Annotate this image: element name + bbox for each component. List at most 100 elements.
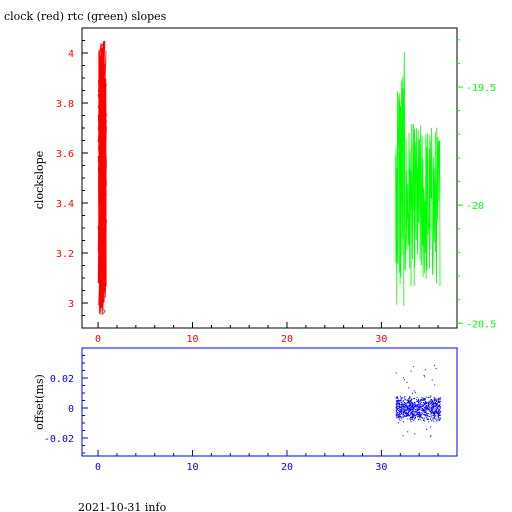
offset-point bbox=[432, 404, 434, 406]
offset-point bbox=[410, 418, 412, 420]
offset-point bbox=[419, 412, 421, 414]
offset-point bbox=[401, 402, 402, 404]
offset-point bbox=[417, 419, 419, 421]
offset-point bbox=[434, 406, 436, 408]
offset-point bbox=[420, 409, 422, 411]
offset-point bbox=[415, 417, 416, 419]
offset-point bbox=[398, 411, 400, 413]
offset-point bbox=[397, 413, 399, 415]
offset-point bbox=[409, 400, 411, 402]
offset-point bbox=[423, 417, 425, 419]
offset-point bbox=[437, 402, 439, 404]
offset-point bbox=[412, 409, 414, 410]
offset-point bbox=[439, 407, 441, 409]
offset-point bbox=[418, 404, 420, 406]
offset-point bbox=[401, 409, 403, 411]
offset-point bbox=[395, 413, 397, 415]
offset-point bbox=[418, 408, 419, 410]
offset-point bbox=[410, 399, 412, 401]
offset-point bbox=[411, 414, 413, 416]
offset-point bbox=[426, 415, 428, 417]
offset-point bbox=[435, 368, 437, 370]
offset-point bbox=[398, 410, 399, 411]
offset-panel: 0 10 20 30 0.02 0 -0.02 offset(ms) bbox=[33, 347, 458, 473]
offset-point bbox=[425, 396, 427, 398]
offset-point bbox=[408, 399, 410, 401]
offset-point bbox=[436, 404, 437, 406]
offset-point bbox=[431, 400, 433, 402]
offset-point bbox=[408, 397, 410, 399]
offset-point bbox=[425, 415, 427, 417]
offset-point bbox=[434, 384, 436, 386]
offset-axis-ticks bbox=[82, 355, 439, 456]
offset-point bbox=[439, 401, 441, 403]
offset-point bbox=[418, 402, 420, 404]
offset-point bbox=[433, 411, 435, 413]
offset-point bbox=[402, 411, 404, 413]
offset-point bbox=[406, 409, 408, 411]
offset-point bbox=[436, 403, 438, 405]
offset-point bbox=[408, 387, 410, 389]
offset-point bbox=[416, 414, 418, 416]
offset-point bbox=[396, 396, 398, 398]
offset-point bbox=[423, 419, 424, 421]
offset-point bbox=[404, 409, 406, 411]
offset-point bbox=[411, 406, 413, 408]
offset-point bbox=[434, 417, 435, 419]
offset-point bbox=[418, 414, 420, 416]
offset-point bbox=[428, 397, 430, 399]
offset-point bbox=[404, 399, 406, 401]
offset-point bbox=[402, 435, 404, 437]
offset-point bbox=[420, 414, 422, 416]
offset-point bbox=[408, 402, 410, 404]
offset-point bbox=[419, 416, 421, 418]
offset-point bbox=[435, 412, 437, 414]
offset-point bbox=[415, 406, 416, 408]
offset-point bbox=[418, 406, 420, 408]
offset-point bbox=[396, 414, 398, 416]
offset-point bbox=[398, 415, 399, 417]
offset-point bbox=[421, 413, 423, 415]
offset-point bbox=[413, 406, 415, 408]
offset-point bbox=[412, 414, 414, 416]
slope-axis-ticks bbox=[82, 27, 463, 329]
offset-point bbox=[408, 398, 410, 400]
offset-point bbox=[434, 409, 436, 411]
offset-point bbox=[417, 413, 419, 415]
offset-point bbox=[423, 402, 425, 403]
offset-point bbox=[433, 413, 435, 415]
offset-point bbox=[396, 404, 398, 406]
offset-point bbox=[401, 407, 403, 409]
offset-point bbox=[404, 407, 406, 409]
offset-point bbox=[410, 414, 411, 416]
offset-point bbox=[433, 397, 435, 398]
offset-point bbox=[435, 409, 437, 411]
offset-point bbox=[413, 415, 414, 417]
offset-point bbox=[423, 400, 425, 401]
offset-point bbox=[412, 392, 413, 394]
offset-point bbox=[396, 417, 398, 419]
offset-point bbox=[433, 364, 435, 366]
offset-point bbox=[400, 416, 402, 417]
offset-point bbox=[429, 400, 431, 402]
offset-point bbox=[439, 411, 441, 413]
offset-point bbox=[427, 397, 429, 398]
offset-point bbox=[428, 403, 430, 405]
offset-point bbox=[403, 414, 405, 416]
offset-point bbox=[430, 404, 432, 406]
offset-point bbox=[435, 418, 437, 420]
offset-point bbox=[418, 400, 419, 402]
offset-point bbox=[398, 413, 400, 414]
offset-point bbox=[411, 415, 413, 417]
offset-point bbox=[408, 415, 410, 417]
offset-point bbox=[396, 412, 398, 414]
offset-point bbox=[413, 414, 415, 416]
offset-point bbox=[424, 400, 426, 402]
offset-point bbox=[421, 399, 423, 400]
offset-point bbox=[416, 396, 418, 398]
offset-point bbox=[437, 410, 439, 412]
offset-point bbox=[402, 405, 403, 407]
offset-point bbox=[413, 416, 415, 418]
offset-point bbox=[425, 407, 427, 408]
offset-point bbox=[427, 408, 429, 410]
